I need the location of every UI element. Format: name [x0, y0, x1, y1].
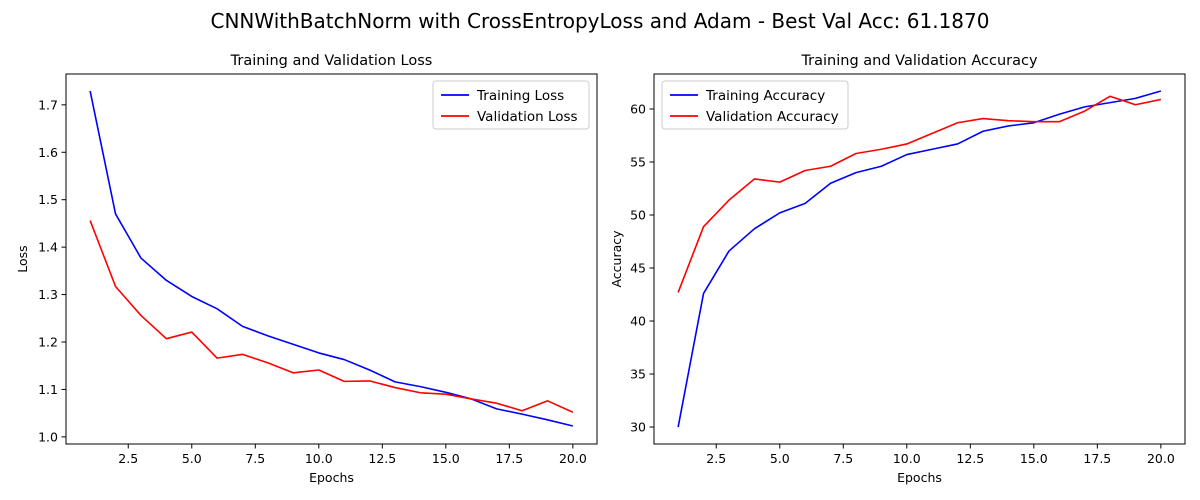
accuracy-x-tick-label: 15.0: [1020, 451, 1048, 466]
loss-chart-title: Training and Validation Loss: [230, 53, 433, 69]
figure-suptitle: CNNWithBatchNorm with CrossEntropyLoss a…: [211, 9, 990, 33]
loss-panel: Training and Validation Loss 2.5 5.0 7.5 10.…: [15, 53, 598, 485]
loss-y-tick-label: 1.3: [38, 287, 58, 302]
accuracy-series-validation-accuracy: [677, 95, 1162, 293]
loss-x-tick-label: 7.5: [245, 451, 265, 466]
accuracy-x-tick-label: 2.5: [706, 451, 726, 466]
accuracy-chart-title: Training and Validation Accuracy: [800, 53, 1038, 69]
loss-x-axis-label: Epochs: [309, 470, 354, 485]
accuracy-y-tick-label: 40: [630, 314, 646, 329]
accuracy-x-tick-label: 7.5: [833, 451, 853, 466]
loss-y-tick-label: 1.2: [38, 335, 58, 350]
accuracy-y-tick-label: 30: [630, 420, 646, 435]
loss-x-tick-label: 5.0: [182, 451, 202, 466]
loss-x-tick-label: 17.5: [495, 451, 523, 466]
accuracy-legend-label-validation-accuracy: Validation Accuracy: [706, 109, 839, 125]
accuracy-y-tick-label: 35: [630, 367, 646, 382]
accuracy-y-tick-label: 45: [630, 261, 646, 276]
accuracy-series-training-accuracy: [677, 90, 1162, 428]
loss-y-tick-label: 1.5: [38, 192, 58, 207]
accuracy-x-axis-label: Epochs: [897, 470, 942, 485]
accuracy-x-tick-label: 12.5: [956, 451, 984, 466]
loss-legend-label-validation-loss: Validation Loss: [477, 109, 578, 125]
accuracy-legend-label-training-accuracy: Training Accuracy: [705, 88, 825, 104]
loss-y-tick-label: 1.7: [38, 97, 58, 112]
loss-x-tick-label: 12.5: [368, 451, 396, 466]
loss-plot-frame: [65, 73, 598, 445]
accuracy-legend-box: [661, 80, 849, 130]
accuracy-y-tick-label: 55: [630, 154, 646, 169]
loss-x-tick-label: 20.0: [559, 451, 587, 466]
loss-legend-box: [432, 80, 590, 130]
loss-x-tick-label: 15.0: [432, 451, 460, 466]
accuracy-plot-frame: [653, 73, 1186, 445]
loss-x-tick-label: 2.5: [118, 451, 138, 466]
accuracy-x-tick-label: 10.0: [893, 451, 921, 466]
accuracy-x-tick-label: 17.5: [1083, 451, 1111, 466]
accuracy-y-axis-label: Accuracy: [609, 230, 624, 288]
loss-series-training-loss: [89, 90, 574, 427]
accuracy-x-tick-label: 20.0: [1147, 451, 1175, 466]
loss-legend-label-training-loss: Training Loss: [476, 88, 564, 104]
loss-y-tick-label: 1.4: [38, 240, 58, 255]
loss-y-tick-label: 1.1: [38, 382, 58, 397]
loss-x-tick-label: 10.0: [305, 451, 333, 466]
accuracy-y-tick-label: 50: [630, 208, 646, 223]
loss-y-axis-label: Loss: [15, 245, 30, 272]
accuracy-legend: Training Accuracy Validation Accuracy: [661, 80, 849, 130]
loss-series-validation-loss: [89, 220, 574, 413]
loss-y-tick-label: 1.0: [38, 429, 58, 444]
loss-legend: Training Loss Validation Loss: [432, 80, 590, 130]
accuracy-panel: Training and Validation Accuracy 2.5 5.0 7.…: [609, 53, 1186, 485]
accuracy-x-tick-label: 5.0: [770, 451, 790, 466]
accuracy-y-tick-label: 60: [630, 101, 646, 116]
loss-y-tick-label: 1.6: [38, 145, 58, 160]
